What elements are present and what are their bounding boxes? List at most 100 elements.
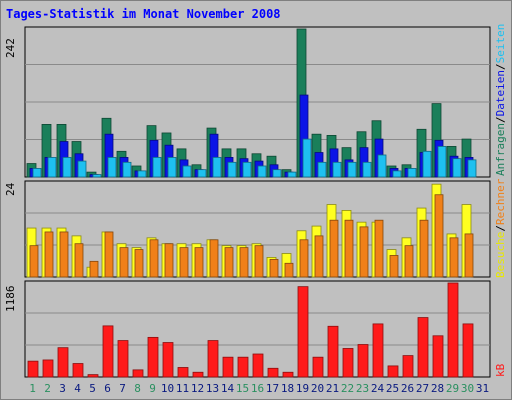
bar-rechner-2 [44,231,54,278]
legend-middle: Besuche/Rechner [494,179,507,278]
bar-seiten-16 [257,165,267,178]
bar-rechner-11 [179,247,189,278]
bar-rechner-1 [29,245,39,278]
bar-seiten-3 [62,157,72,178]
bar-rechner-23 [359,226,369,278]
x-tick-label: 26 [400,382,415,395]
bar-kb-3 [57,347,69,378]
legend-item-besuche: Besuche [494,231,507,278]
y-max-label-top: 242 [4,38,17,58]
x-tick-label: 2 [44,382,51,395]
bar-seiten-7 [122,161,132,178]
x-tick-label: 25 [385,382,400,395]
bar-seiten-27 [422,150,432,178]
legend-separator: / [494,116,507,124]
bar-seiten-26 [407,168,417,178]
bar-rechner-20 [314,235,324,278]
bar-rechner-9 [149,239,159,278]
bar-seiten-19 [302,138,312,178]
bar-seiten-18 [287,171,297,178]
legend-separator: / [494,225,507,232]
legend-top: Anfragen/Dateien/Seiten [494,24,507,176]
legend-item-kb: kB [494,363,507,377]
legend-item-rechner: Rechner [494,178,507,226]
bar-seiten-20 [317,161,327,178]
bar-seiten-29 [452,158,462,178]
bar-rechner-18 [284,262,294,278]
bar-rechner-22 [344,219,354,278]
x-tick-label: 18 [280,382,295,395]
x-tick-label: 3 [59,382,66,395]
bar-kb-11 [177,367,189,378]
x-tick-label: 7 [119,382,126,395]
bar-kb-22 [342,348,354,378]
bar-kb-19 [297,286,309,378]
bar-rechner-4 [74,243,84,278]
x-tick-label: 27 [415,382,430,395]
x-tick-label: 31 [475,382,490,395]
bar-kb-20 [312,356,324,378]
chart-title: Tages-Statistik im Monat November 2008 [6,7,281,21]
legend-item-anfragen: Anfragen [494,123,507,176]
bar-kb-25 [387,365,399,378]
x-tick-label: 21 [325,382,340,395]
bar-seiten-5 [92,174,102,178]
bar-rechner-12 [194,247,204,278]
bar-rechner-27 [419,219,429,278]
x-tick-label: 5 [89,382,96,395]
x-tick-label: 9 [149,382,156,395]
bar-rechner-28 [434,194,444,278]
bar-kb-8 [132,369,144,378]
bar-kb-24 [372,323,384,378]
bar-kb-13 [207,340,219,378]
x-tick-label: 1 [29,382,36,395]
x-tick-label: 11 [175,382,190,395]
x-tick-label: 12 [190,382,205,395]
bar-kb-6 [102,325,114,378]
bar-seiten-8 [137,170,147,178]
x-tick-label: 14 [220,382,235,395]
bar-seiten-15 [242,161,252,178]
bar-rechner-24 [374,219,384,278]
bar-seiten-28 [437,146,447,178]
bar-kb-4 [72,363,84,378]
x-tick-label: 28 [430,382,445,395]
x-tick-label: 4 [74,382,81,395]
x-tick-label: 16 [250,382,265,395]
bar-rechner-19 [299,239,309,278]
bar-rechner-25 [389,255,399,278]
bar-kb-9 [147,336,159,378]
bar-seiten-14 [227,161,237,178]
bar-seiten-9 [152,157,162,178]
bar-rechner-13 [209,239,219,278]
bar-seiten-25 [392,170,402,178]
bar-kb-2 [42,359,54,378]
bar-seiten-6 [107,157,117,178]
bar-rechner-6 [104,231,114,278]
bar-kb-28 [432,335,444,378]
bar-seiten-17 [272,169,282,178]
x-tick-label: 8 [134,382,141,395]
x-tick-label: 15 [235,382,250,395]
x-tick-label: 10 [160,382,175,395]
bar-rechner-15 [239,247,249,278]
bar-kb-26 [402,355,414,378]
bar-seiten-2 [47,157,57,178]
y-max-label-bottom: 1186 [4,285,17,313]
bar-kb-29 [447,282,459,378]
legend-item-dateien: Dateien [494,70,507,117]
bar-rechner-16 [254,245,264,278]
x-tick-label: 19 [295,382,310,395]
legend-item-seiten: Seiten [494,23,507,64]
bar-rechner-29 [449,237,459,278]
legend-separator: / [494,63,507,71]
bar-seiten-4 [77,160,87,178]
x-tick-label: 22 [340,382,355,395]
x-tick-label: 29 [445,382,460,395]
bar-rechner-10 [164,243,174,278]
bar-rechner-14 [224,247,234,278]
bar-rechner-26 [404,245,414,278]
y-max-label-middle: 24 [4,182,17,196]
bar-seiten-22 [347,161,357,178]
